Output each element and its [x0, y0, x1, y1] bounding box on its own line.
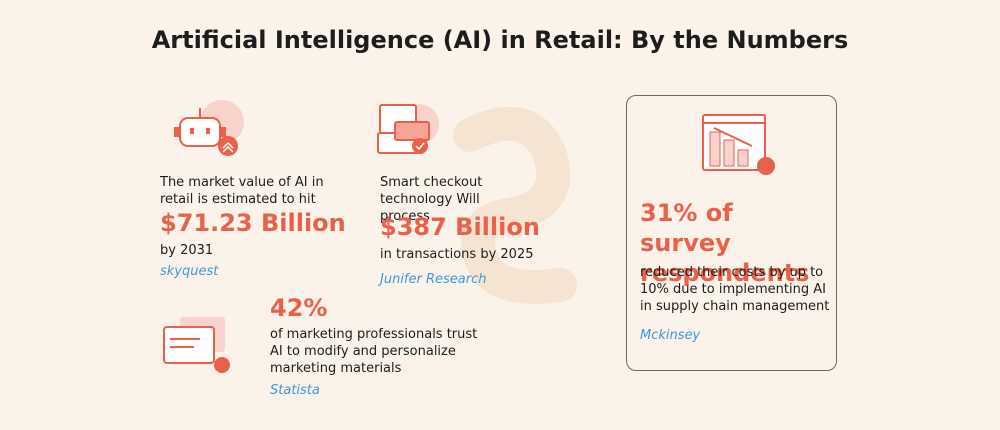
stat-source: Junifer Research: [380, 272, 487, 287]
stat-outro: by 2031: [160, 243, 214, 258]
highlight-box: [626, 95, 837, 371]
background-mark: [453, 106, 577, 304]
title: Artificial Intelligence (AI) in Retail: …: [151, 26, 849, 54]
stat-intro: The market value of AI in retail is esti…: [160, 175, 324, 207]
stat-source: Statista: [270, 383, 320, 398]
stat-outro: in transactions by 2025: [380, 247, 534, 262]
stat-source: skyquest: [160, 264, 219, 279]
stat-source: Mckinsey: [640, 328, 701, 343]
stat-outro: of marketing professionals trust AI to m…: [270, 327, 478, 376]
marketing-icon: [163, 317, 230, 373]
stat-highlight: 42%: [270, 294, 328, 322]
stat-intro: Smart checkout technology Will process: [380, 175, 483, 224]
stat-outro: reduced their costs by up to 10% due to …: [640, 265, 830, 314]
stat-highlight: $387 Billion: [380, 213, 540, 241]
stat-highlight: $71.23 Billion: [160, 209, 346, 237]
robot-icon: [174, 100, 244, 156]
stat-highlight: 31% of survey respondents: [640, 199, 810, 287]
cost-chart-icon: [702, 114, 775, 175]
checkout-icon: [377, 104, 439, 154]
